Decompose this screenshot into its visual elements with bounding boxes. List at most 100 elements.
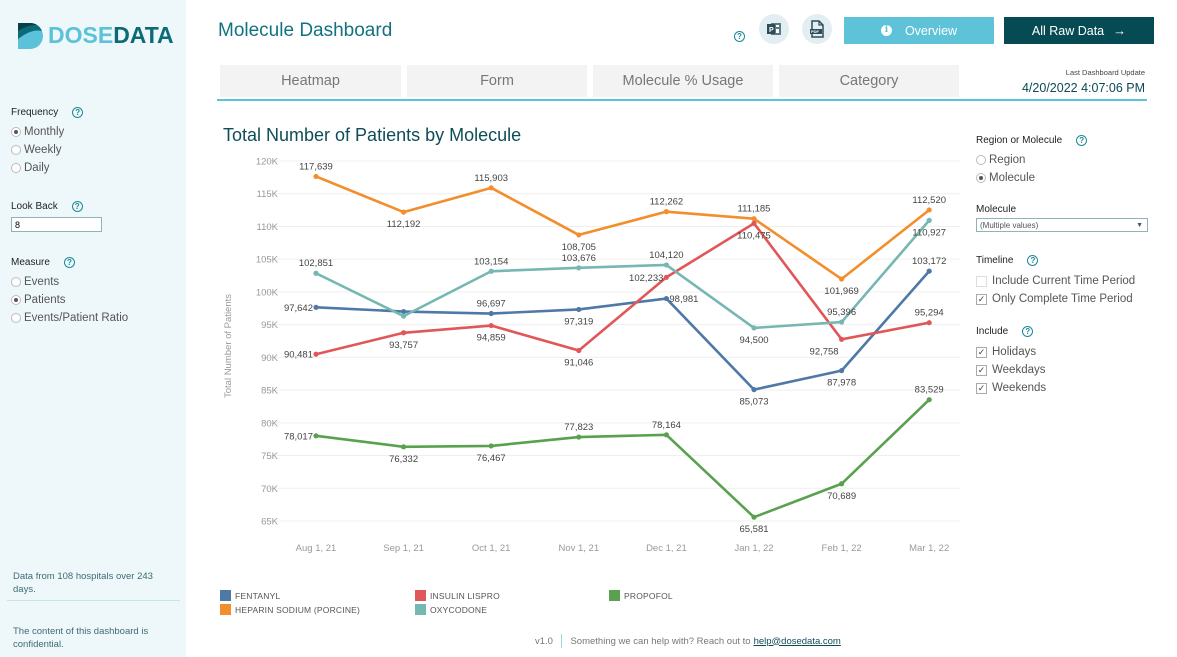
data-point[interactable] <box>576 265 582 271</box>
include-help-icon[interactable]: ? <box>1022 326 1034 337</box>
legend-item[interactable]: OXYCODONE <box>415 604 487 615</box>
data-point[interactable] <box>401 444 407 450</box>
data-point[interactable] <box>663 432 669 438</box>
data-point[interactable] <box>751 325 757 331</box>
footer-help-text: Something we can help with? Reach out to <box>570 635 751 647</box>
checkbox-weekdays[interactable]: ✓ Weekdays <box>976 361 1046 379</box>
look-back-help-icon[interactable]: ? <box>71 201 83 212</box>
data-point[interactable] <box>663 274 669 280</box>
series-line-heparin-sodium-porcine-[interactable] <box>315 175 931 281</box>
data-point[interactable] <box>488 268 494 274</box>
option-region[interactable]: Region <box>976 151 1087 169</box>
series-line-oxycodone[interactable] <box>315 219 931 330</box>
data-point[interactable] <box>488 443 494 449</box>
measure-option-events[interactable]: Events <box>11 273 128 291</box>
timeline-help-icon[interactable]: ? <box>1027 255 1039 266</box>
frequency-help-icon[interactable]: ? <box>72 107 84 118</box>
region-or-molecule-help-icon[interactable]: ? <box>1076 135 1088 146</box>
frequency-option-daily[interactable]: Daily <box>11 159 83 177</box>
legend-item[interactable]: INSULIN LISPRO <box>415 590 500 601</box>
data-point[interactable] <box>401 308 407 315</box>
data-point[interactable] <box>488 310 494 317</box>
molecule-dropdown[interactable]: (Multiple values) ▼ <box>976 218 1148 232</box>
checkbox-unchecked-icon[interactable] <box>976 275 987 287</box>
radio-icon[interactable] <box>11 163 21 173</box>
export-pdf-button[interactable]: PDF <box>802 14 832 44</box>
help-email-link[interactable]: help@dosedata.com <box>753 635 841 647</box>
data-point[interactable] <box>926 207 932 213</box>
checkbox-checked-icon[interactable]: ✓ <box>976 364 987 376</box>
data-point[interactable] <box>663 209 669 215</box>
data-point[interactable] <box>663 262 669 268</box>
data-point[interactable] <box>401 209 407 215</box>
header-help[interactable]: ? <box>734 24 745 43</box>
legend-item[interactable]: PROPOFOL <box>609 590 673 601</box>
legend-item[interactable]: FENTANYL <box>220 590 280 601</box>
overview-button[interactable]: i Overview <box>844 17 994 44</box>
tab-molecule-usage[interactable]: Molecule % Usage <box>593 65 773 97</box>
data-point[interactable] <box>839 336 845 342</box>
radio-selected-icon[interactable] <box>976 173 986 183</box>
radio-icon[interactable] <box>11 277 21 287</box>
data-point[interactable] <box>401 330 407 336</box>
tab-category[interactable]: Category <box>779 65 959 97</box>
data-point[interactable] <box>313 270 319 276</box>
all-raw-data-button[interactable]: All Raw Data → <box>1004 17 1154 44</box>
radio-icon[interactable] <box>11 145 21 155</box>
data-point[interactable] <box>839 481 845 487</box>
data-point[interactable] <box>926 320 932 326</box>
tab-heatmap[interactable]: Heatmap <box>220 65 401 97</box>
checkbox-checked-icon[interactable]: ✓ <box>976 382 987 394</box>
series-line-fentanyl[interactable] <box>315 270 931 391</box>
data-point[interactable] <box>313 304 319 310</box>
data-point[interactable] <box>926 268 932 274</box>
data-point[interactable] <box>751 387 757 393</box>
data-point[interactable] <box>926 397 932 403</box>
legend-item[interactable]: HEPARIN SODIUM (PORCINE) <box>220 604 360 615</box>
data-point[interactable] <box>839 367 845 374</box>
data-point[interactable] <box>839 319 845 325</box>
radio-selected-icon[interactable] <box>11 127 21 137</box>
data-point[interactable] <box>401 313 407 319</box>
data-point[interactable] <box>488 185 494 191</box>
data-point[interactable] <box>313 351 319 357</box>
checkbox-checked-icon[interactable]: ✓ <box>976 346 987 358</box>
arrow-right-icon: → <box>1113 23 1127 38</box>
tab-form[interactable]: Form <box>407 65 587 97</box>
checkbox-checked-icon[interactable]: ✓ <box>976 293 987 305</box>
option-molecule[interactable]: Molecule <box>976 169 1087 187</box>
data-point[interactable] <box>576 306 582 313</box>
radio-icon[interactable] <box>11 313 21 323</box>
data-point[interactable] <box>751 220 757 226</box>
measure-option-ratio[interactable]: Events/Patient Ratio <box>11 309 128 327</box>
radio-icon[interactable] <box>976 155 986 165</box>
series-line-propofol[interactable] <box>315 398 931 519</box>
look-back-input[interactable] <box>11 217 102 232</box>
question-icon[interactable]: ? <box>734 31 745 42</box>
checkbox-only-complete-period[interactable]: ✓ Only Complete Time Period <box>976 290 1135 308</box>
radio-selected-icon[interactable] <box>11 295 21 305</box>
data-point[interactable] <box>663 295 669 302</box>
dosedata-logo[interactable]: DOSEDATA <box>18 22 174 49</box>
data-point[interactable] <box>313 433 319 439</box>
measure-help-icon[interactable]: ? <box>63 257 75 268</box>
frequency-option-monthly[interactable]: Monthly <box>11 123 83 141</box>
data-label: 95,396 <box>827 307 856 318</box>
measure-option-patients[interactable]: Patients <box>11 291 128 309</box>
data-point[interactable] <box>488 322 494 329</box>
data-point[interactable] <box>839 276 845 282</box>
checkbox-weekends[interactable]: ✓ Weekends <box>976 379 1046 397</box>
data-point[interactable] <box>576 434 582 440</box>
data-point[interactable] <box>926 217 932 223</box>
frequency-option-weekly[interactable]: Weekly <box>11 141 83 159</box>
checkbox-include-current-period[interactable]: Include Current Time Period <box>976 272 1135 290</box>
data-point[interactable] <box>751 514 757 520</box>
last-update-value: 4/20/2022 4:07:06 PM <box>1021 81 1145 95</box>
checkbox-holidays[interactable]: ✓ Holidays <box>976 343 1046 361</box>
data-point[interactable] <box>751 216 757 222</box>
series-line-insulin-lispro[interactable] <box>315 222 930 356</box>
data-point[interactable] <box>576 347 582 354</box>
export-powerpoint-button[interactable]: P <box>759 14 789 44</box>
data-point[interactable] <box>576 232 582 238</box>
data-point[interactable] <box>313 173 319 180</box>
